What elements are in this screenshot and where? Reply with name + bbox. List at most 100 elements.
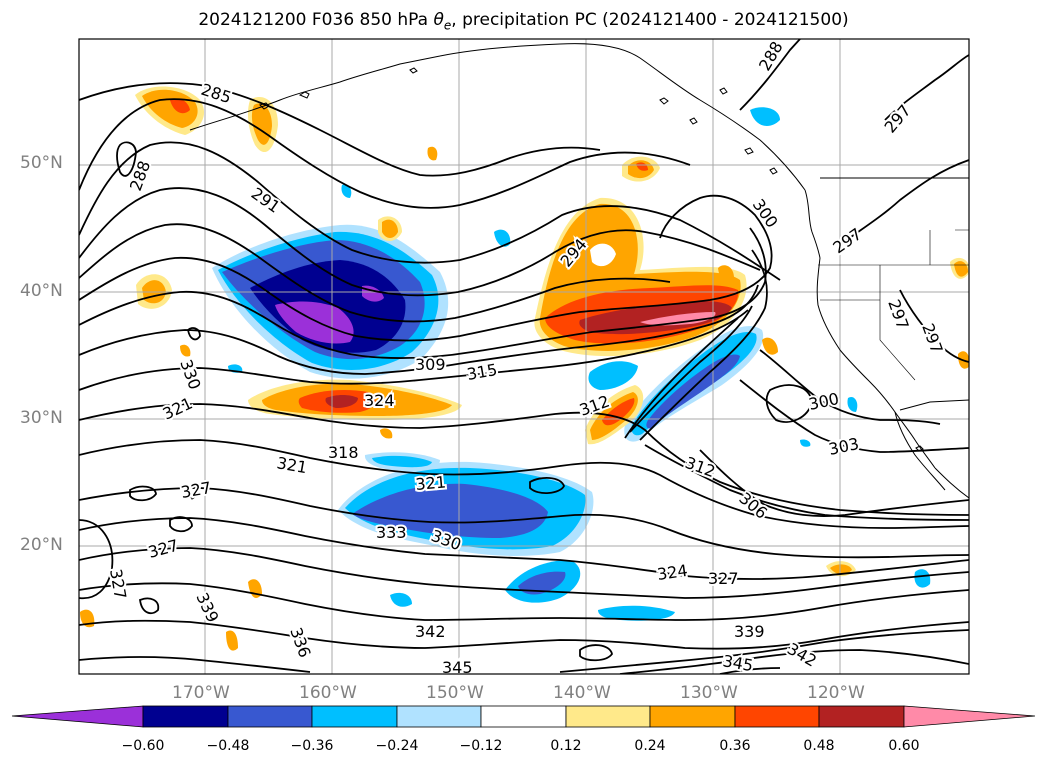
contour-312-b <box>644 444 969 521</box>
coast-alaska-gulf <box>439 43 806 191</box>
precip-small-7 <box>847 396 858 412</box>
contour-label: 324 <box>364 391 395 410</box>
contour-297-b <box>839 159 969 246</box>
colorbar-segment <box>565 705 651 728</box>
contour-327 <box>79 517 969 580</box>
colorbar-segment <box>227 705 313 728</box>
precip-nw-purple <box>275 301 354 344</box>
title-theta-sub: e <box>443 18 452 33</box>
contour-306 <box>639 249 768 441</box>
coast-alaska-peninsula <box>189 55 441 131</box>
contour-288-b <box>739 39 801 111</box>
precip-small-pos3 <box>180 344 191 357</box>
contour-297-d <box>899 289 969 363</box>
colorbar-segment <box>649 705 736 728</box>
precip-small-5 <box>390 592 412 607</box>
colorbar-tick-label: −0.36 <box>290 738 334 754</box>
contour-315-b <box>624 317 739 439</box>
contour-label: 309 <box>415 355 446 374</box>
contour-label: 342 <box>415 622 446 641</box>
island-6 <box>719 87 728 95</box>
precip-ne2-red <box>636 162 648 171</box>
colorbar-tick-label: −0.48 <box>206 738 250 754</box>
contour-339-b <box>559 629 969 673</box>
contour-318 <box>79 403 969 516</box>
colorbar-segment <box>734 705 820 728</box>
state-line-2 <box>879 265 916 381</box>
lat-label-40n: 40°N <box>20 281 63 301</box>
contour-306-b <box>699 449 969 517</box>
island-9 <box>379 532 388 539</box>
lon-label-120w: 120°W <box>807 683 865 703</box>
precip-subtrop-royal <box>352 483 548 538</box>
colorbar-segment <box>311 705 398 728</box>
colorbar-arrow-left <box>11 705 144 728</box>
colorbar-tick-label: 0.24 <box>634 738 666 754</box>
island-5 <box>689 117 698 125</box>
coastlines <box>189 43 969 539</box>
contour-330 <box>79 547 969 599</box>
contour-309 <box>79 284 759 375</box>
title-text: 2024121200 F036 850 hPa <box>198 10 434 30</box>
precip-sw2-orange <box>226 630 238 651</box>
contour-label: 339 <box>734 622 765 641</box>
colorbar-tick-label: 0.60 <box>888 738 920 754</box>
contour-345 <box>719 667 781 674</box>
contour-312 <box>629 305 753 433</box>
precip-band-sky <box>598 605 675 621</box>
contour-label: 321 <box>415 472 447 494</box>
precip-small-4 <box>914 569 931 588</box>
closed-5 <box>116 141 137 177</box>
precip-ne-pink <box>640 312 716 326</box>
colorbar-tick-label: −0.24 <box>375 738 419 754</box>
precip-ne4-orange <box>762 337 778 355</box>
closed-4 <box>579 644 613 662</box>
contour-324 <box>79 487 969 559</box>
contour-333 <box>79 582 969 621</box>
map-title: 2024121200 F036 850 hPa θe, precipitatio… <box>0 10 1047 32</box>
precip-ne3-orange <box>718 265 734 283</box>
closed-6 <box>765 384 813 423</box>
precip-ne-hole <box>590 243 616 267</box>
contour-300-a <box>79 194 773 342</box>
island-7 <box>744 147 754 155</box>
closed-9 <box>139 597 160 615</box>
coast-mexico <box>934 467 969 499</box>
precip-small-3 <box>750 107 780 126</box>
precip-ne-dark <box>579 301 732 335</box>
closed-7 <box>187 327 201 341</box>
contour-label: 345 <box>721 651 754 675</box>
contour-label: 345 <box>442 658 473 677</box>
colorbar-segment <box>396 705 482 728</box>
coast-us-west <box>816 257 936 469</box>
map-background <box>79 39 969 674</box>
colorbar-tick-label: 0.12 <box>550 738 582 754</box>
precip-mid-sky <box>588 361 638 390</box>
contour-342 <box>619 649 969 674</box>
closed-2 <box>129 485 157 502</box>
lat-label-50n: 50°N <box>20 153 63 173</box>
island-10 <box>189 493 196 500</box>
precip-nw2-red <box>170 98 190 114</box>
precip-small-pos1 <box>427 146 438 161</box>
state-line-3 <box>929 229 969 265</box>
colorbar-segment <box>818 705 905 728</box>
colorbar <box>11 705 1036 728</box>
lon-label-150w: 150°W <box>426 683 484 703</box>
island-1 <box>298 91 310 99</box>
contour-336 <box>79 619 969 650</box>
colorbar-segment <box>142 705 229 728</box>
lon-label-140w: 140°W <box>553 683 611 703</box>
contour-300-b <box>759 349 941 425</box>
lon-label-160w: 160°W <box>299 683 357 703</box>
contour-315 <box>79 309 749 391</box>
precip-small-2 <box>341 184 352 198</box>
colorbar-tick-label: −0.12 <box>459 738 503 754</box>
precip-subtrop-sky2 <box>372 455 432 468</box>
closed-8 <box>79 519 114 600</box>
contour-label: 333 <box>376 523 407 542</box>
closed-3 <box>169 516 193 533</box>
colorbar-segment <box>480 705 567 728</box>
coast-bc <box>804 189 821 259</box>
